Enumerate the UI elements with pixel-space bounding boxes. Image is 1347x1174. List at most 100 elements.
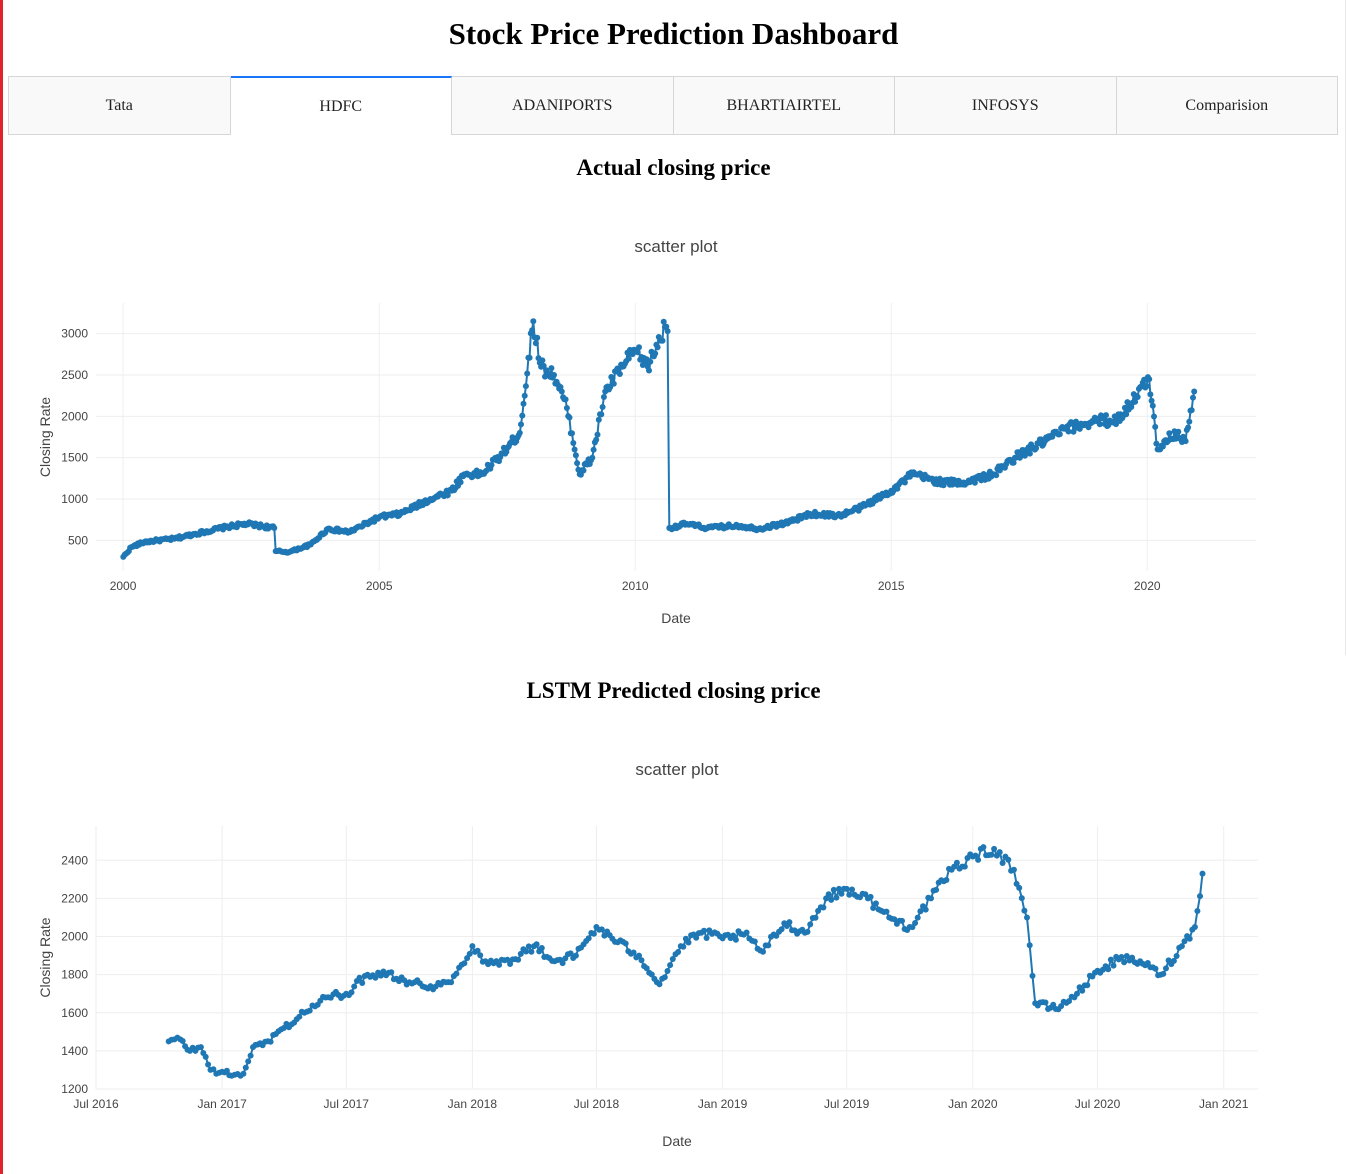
- actual-data-point[interactable]: [1010, 459, 1017, 466]
- predicted-data-point[interactable]: [849, 886, 855, 893]
- predicted-data-point[interactable]: [786, 919, 793, 926]
- actual-data-point[interactable]: [532, 340, 539, 347]
- predicted-data-point[interactable]: [559, 960, 566, 967]
- actual-data-point[interactable]: [593, 436, 600, 443]
- tab-hdfc[interactable]: HDFC: [230, 76, 452, 135]
- actual-data-point[interactable]: [518, 421, 524, 428]
- actual-data-point[interactable]: [524, 370, 531, 377]
- predicted-data-point[interactable]: [496, 961, 503, 968]
- actual-data-point[interactable]: [580, 467, 587, 474]
- actual-data-point[interactable]: [1132, 398, 1139, 405]
- predicted-data-point[interactable]: [807, 921, 814, 928]
- predicted-data-point[interactable]: [899, 917, 905, 924]
- predicted-data-point[interactable]: [996, 849, 1003, 856]
- actual-data-point[interactable]: [1186, 418, 1193, 425]
- predicted-data-point[interactable]: [205, 1061, 212, 1068]
- predicted-data-point[interactable]: [533, 941, 540, 948]
- actual-data-point[interactable]: [901, 479, 908, 486]
- actual-data-point[interactable]: [1147, 391, 1154, 398]
- predicted-data-point[interactable]: [999, 860, 1006, 866]
- predicted-data-point[interactable]: [1084, 982, 1091, 989]
- actual-data-point[interactable]: [1175, 428, 1182, 435]
- predicted-data-point[interactable]: [972, 852, 979, 859]
- predicted-data-point[interactable]: [812, 914, 819, 921]
- predicted-data-point[interactable]: [210, 1066, 217, 1073]
- actual-data-point[interactable]: [636, 344, 642, 351]
- actual-data-point[interactable]: [1182, 438, 1189, 445]
- actual-data-point[interactable]: [1153, 440, 1160, 447]
- predicted-data-point[interactable]: [648, 971, 655, 978]
- predicted-data-point[interactable]: [1105, 966, 1112, 973]
- predicted-data-point[interactable]: [197, 1044, 204, 1051]
- predicted-data-point[interactable]: [870, 905, 877, 911]
- predicted-data-point[interactable]: [975, 856, 982, 863]
- predicted-data-point[interactable]: [730, 932, 737, 939]
- predicted-data-point[interactable]: [1123, 953, 1130, 959]
- actual-data-point[interactable]: [664, 328, 671, 335]
- predicted-data-point[interactable]: [515, 956, 522, 963]
- actual-data-point[interactable]: [1152, 423, 1159, 430]
- actual-data-point[interactable]: [1076, 425, 1083, 432]
- actual-data-point[interactable]: [659, 337, 666, 344]
- predicted-data-point[interactable]: [669, 956, 676, 962]
- actual-data-point[interactable]: [1021, 452, 1028, 459]
- predicted-data-point[interactable]: [1163, 965, 1169, 972]
- actual-data-point[interactable]: [529, 327, 536, 334]
- predicted-data-point[interactable]: [675, 949, 682, 955]
- actual-data-point[interactable]: [551, 372, 557, 378]
- predicted-data-point[interactable]: [638, 957, 645, 964]
- actual-data-point[interactable]: [1151, 413, 1157, 420]
- predicted-data-point[interactable]: [751, 938, 758, 945]
- actual-data-point[interactable]: [590, 446, 597, 453]
- predicted-data-point[interactable]: [1129, 954, 1136, 961]
- actual-data-point[interactable]: [563, 405, 570, 411]
- actual-data-point[interactable]: [569, 430, 575, 437]
- predicted-data-point[interactable]: [388, 969, 395, 976]
- predicted-data-point[interactable]: [523, 948, 530, 955]
- predicted-data-point[interactable]: [461, 960, 468, 967]
- actual-data-point[interactable]: [1143, 383, 1150, 390]
- predicted-data-point[interactable]: [247, 1052, 254, 1059]
- predicted-data-point[interactable]: [1107, 956, 1114, 963]
- actual-data-point[interactable]: [572, 452, 579, 459]
- predicted-data-point[interactable]: [922, 906, 929, 913]
- predicted-data-point[interactable]: [1005, 856, 1012, 863]
- predicted-data-point[interactable]: [466, 950, 473, 957]
- predicted-data-point[interactable]: [517, 950, 524, 957]
- predicted-data-point[interactable]: [667, 962, 674, 969]
- predicted-data-point[interactable]: [760, 948, 766, 955]
- predicted-data-point[interactable]: [1199, 870, 1206, 877]
- actual-data-point[interactable]: [610, 380, 617, 387]
- predicted-data-point[interactable]: [474, 947, 481, 954]
- predicted-data-point[interactable]: [1194, 908, 1201, 914]
- predicted-data-point[interactable]: [843, 885, 850, 892]
- predicted-data-point[interactable]: [701, 927, 707, 934]
- predicted-data-point[interactable]: [680, 943, 687, 950]
- actual-data-point[interactable]: [634, 349, 641, 356]
- predicted-data-point[interactable]: [991, 845, 998, 852]
- actual-data-point[interactable]: [509, 434, 516, 441]
- predicted-data-point[interactable]: [1118, 954, 1125, 960]
- predicted-data-point[interactable]: [1016, 884, 1023, 891]
- predicted-data-point[interactable]: [1181, 938, 1188, 945]
- predicted-data-point[interactable]: [202, 1053, 209, 1060]
- predicted-data-point[interactable]: [917, 908, 924, 915]
- tab-tata[interactable]: Tata: [8, 76, 231, 135]
- actual-data-point[interactable]: [1166, 430, 1173, 437]
- actual-data-point[interactable]: [1123, 411, 1130, 418]
- predicted-data-point[interactable]: [1026, 942, 1033, 949]
- actual-data-point[interactable]: [589, 454, 596, 461]
- predicted-data-point[interactable]: [828, 896, 835, 903]
- predicted-data-point[interactable]: [928, 895, 934, 902]
- predicted-data-point[interactable]: [1191, 924, 1198, 930]
- actual-data-point[interactable]: [562, 396, 569, 403]
- predicted-data-point[interactable]: [943, 877, 950, 883]
- predicted-data-point[interactable]: [836, 885, 842, 892]
- predicted-data-point[interactable]: [1010, 866, 1017, 873]
- actual-data-point[interactable]: [539, 357, 546, 364]
- predicted-data-point[interactable]: [477, 952, 484, 959]
- predicted-data-point[interactable]: [622, 940, 629, 947]
- actual-data-point[interactable]: [548, 365, 555, 372]
- actual-data-point[interactable]: [520, 400, 527, 407]
- actual-data-point[interactable]: [1070, 428, 1077, 435]
